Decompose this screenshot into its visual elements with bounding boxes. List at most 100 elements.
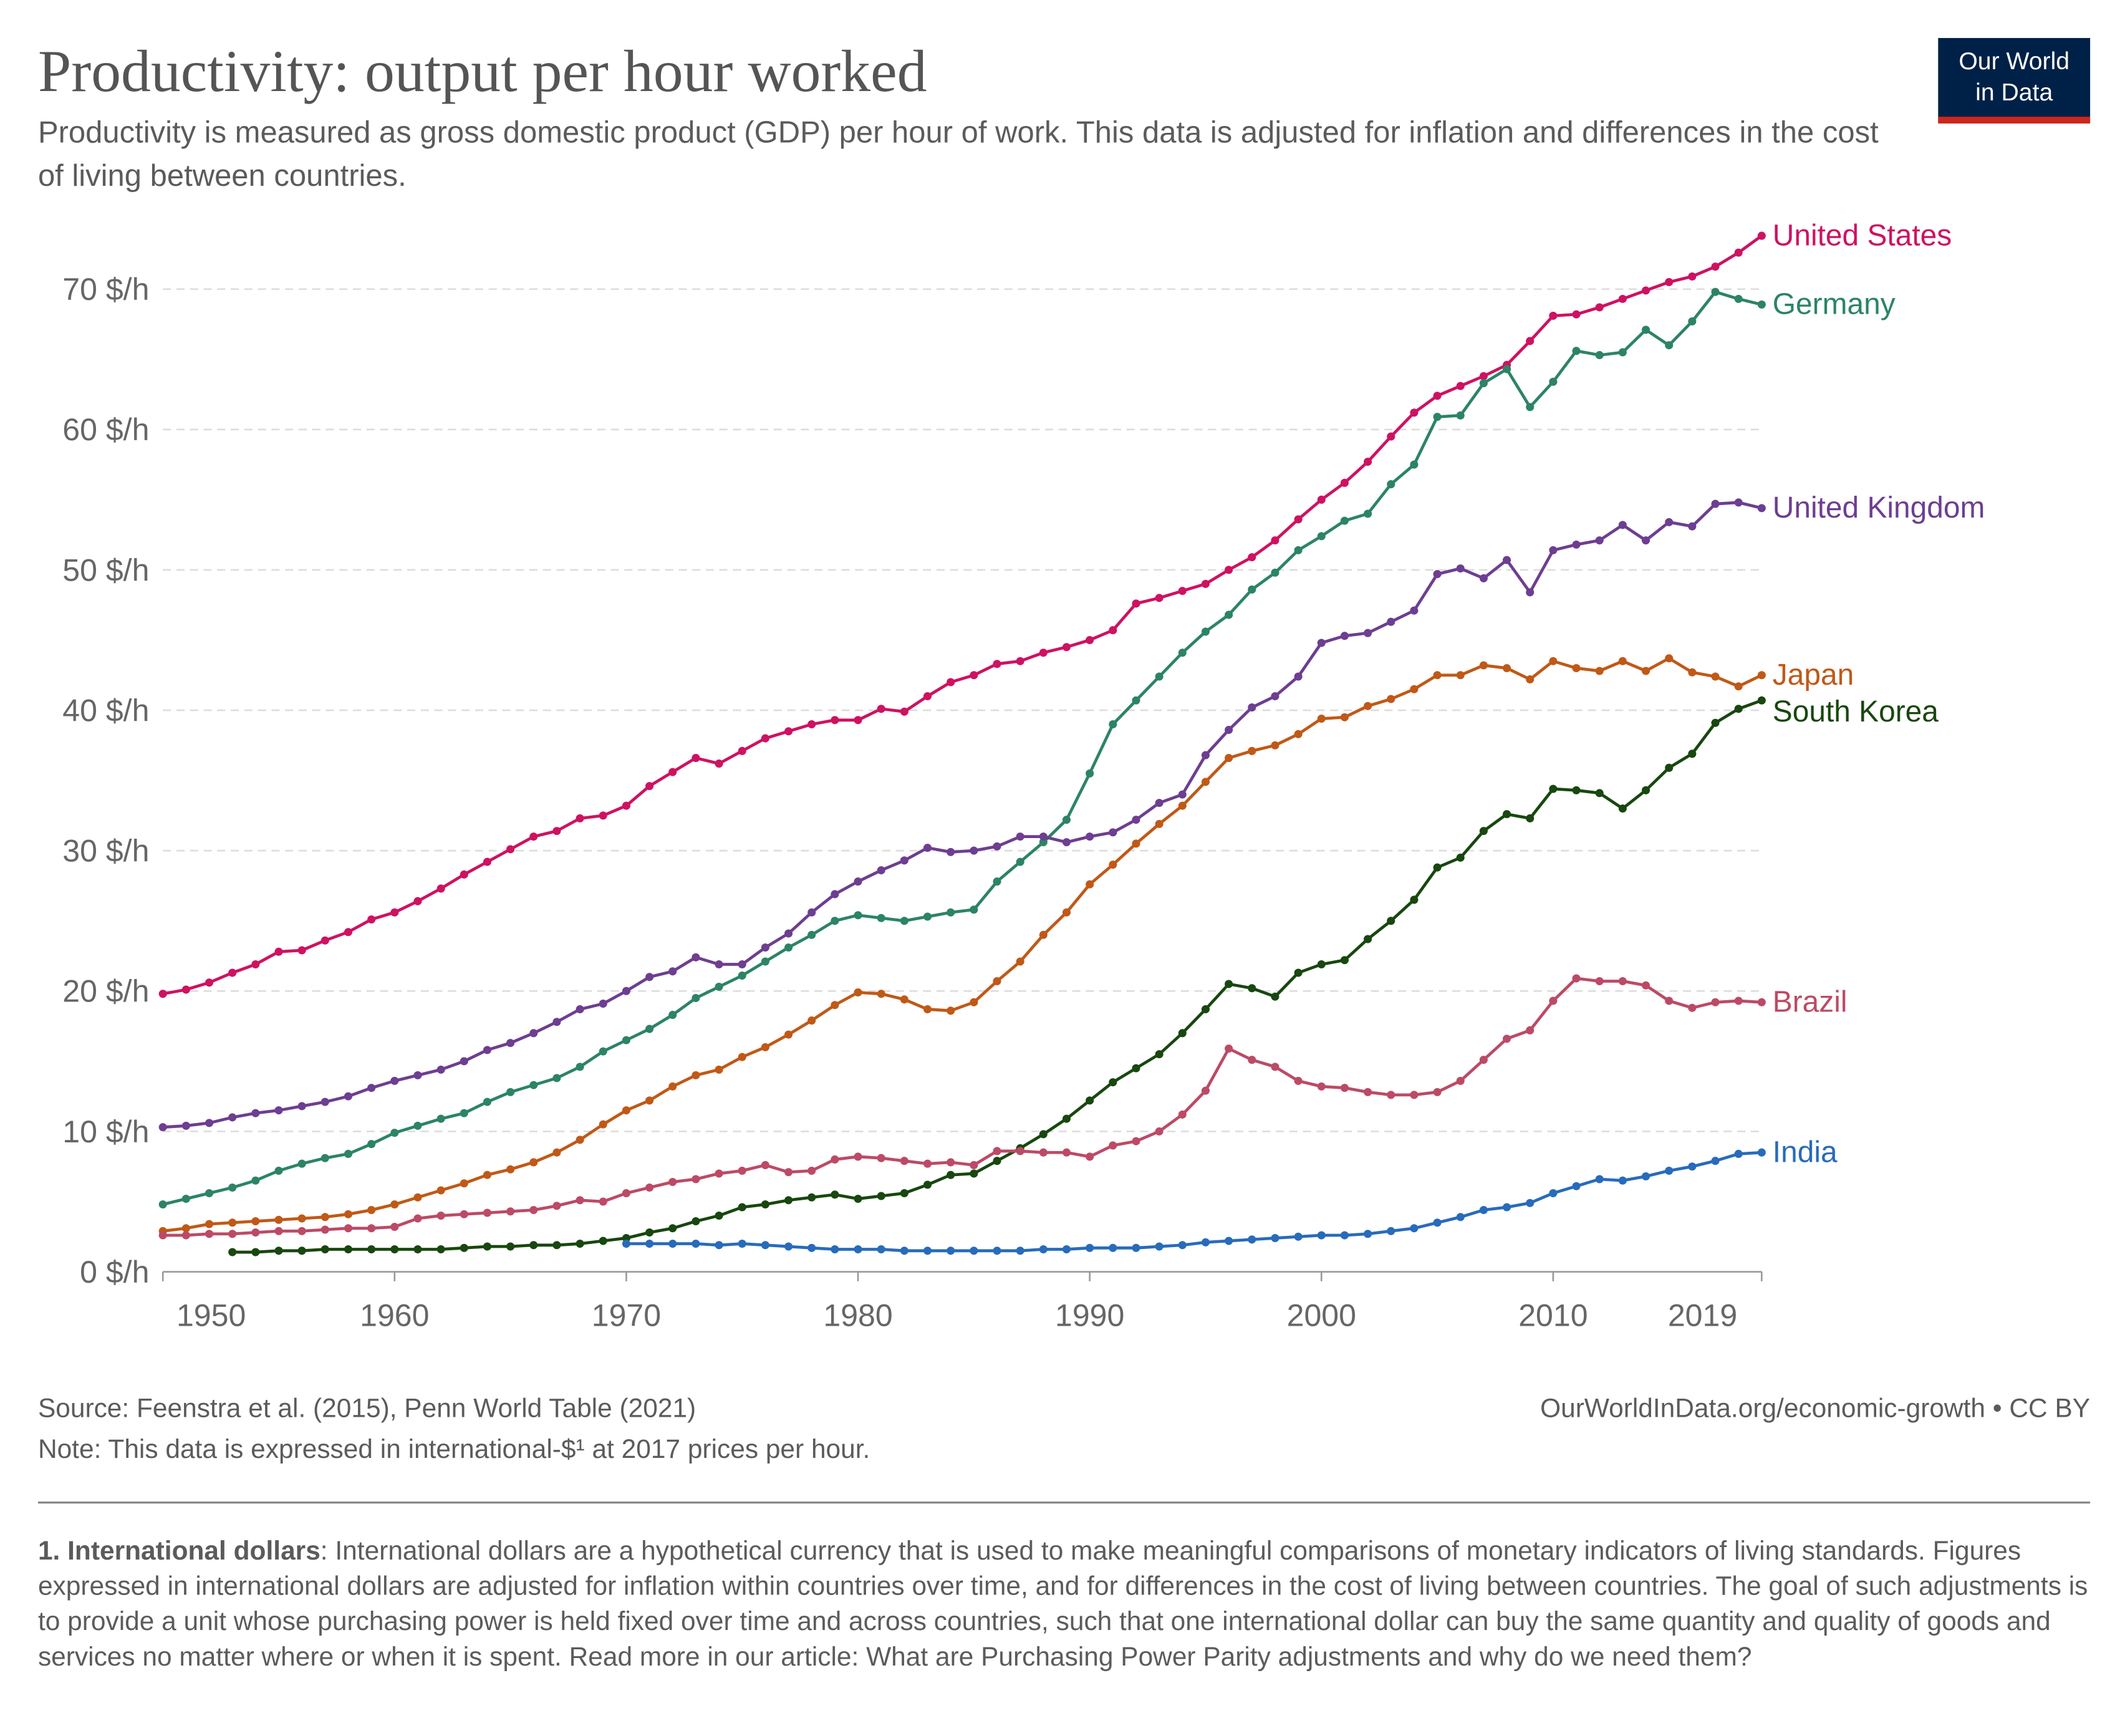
data-point [1062, 1245, 1071, 1254]
data-point [691, 953, 700, 962]
data-point [923, 1159, 932, 1168]
data-point [715, 1241, 723, 1250]
data-point [761, 943, 769, 952]
data-point [483, 1208, 491, 1217]
data-point [784, 1030, 793, 1039]
data-point [1595, 536, 1604, 545]
data-point [807, 1016, 816, 1025]
data-point [691, 1175, 700, 1184]
data-point [576, 1005, 584, 1014]
data-point [854, 988, 862, 997]
data-point [1456, 853, 1465, 862]
data-point [1757, 300, 1766, 309]
url: OurWorldInData.org/economic-growth • CC … [1540, 1393, 2090, 1422]
data-point [807, 1243, 816, 1252]
data-point [1526, 1198, 1535, 1207]
data-point [715, 1169, 723, 1178]
data-point [900, 1247, 908, 1255]
data-point [1479, 1205, 1488, 1215]
data-point [1062, 908, 1071, 917]
data-point [158, 1123, 167, 1132]
data-point [390, 1245, 399, 1254]
data-point [1039, 1130, 1048, 1139]
data-point [877, 866, 885, 875]
data-point [831, 1245, 839, 1254]
data-point [1248, 585, 1256, 594]
data-point [1734, 498, 1743, 507]
data-point [251, 1228, 260, 1237]
data-point [1294, 515, 1303, 524]
data-point [158, 1231, 167, 1240]
data-point [807, 1166, 816, 1175]
data-point [205, 1230, 214, 1238]
data-point [1549, 996, 1558, 1005]
data-point [1456, 1076, 1465, 1085]
data-point [1503, 1034, 1511, 1043]
data-point [1201, 1086, 1210, 1095]
data-point [460, 1109, 468, 1117]
data-point [1433, 1087, 1442, 1096]
data-point [529, 1241, 538, 1250]
data-point [1572, 1182, 1581, 1190]
data-point [831, 1155, 839, 1164]
data-point [251, 1217, 260, 1226]
data-point [1016, 657, 1024, 665]
data-point [1572, 786, 1581, 794]
data-point [297, 946, 306, 955]
data-point [320, 1213, 329, 1222]
data-point [506, 1242, 515, 1251]
data-point [1549, 1189, 1558, 1198]
data-point [1178, 790, 1187, 799]
data-point [436, 884, 445, 893]
data-point [436, 1065, 445, 1074]
data-point [970, 905, 978, 914]
data-point [436, 1114, 445, 1123]
data-point [274, 1106, 283, 1115]
data-point [1016, 1247, 1024, 1255]
data-point [390, 1200, 399, 1209]
data-point [622, 1240, 630, 1248]
data-point [181, 1194, 190, 1203]
data-point [1062, 1114, 1071, 1123]
data-point [1364, 1230, 1372, 1238]
data-point [228, 968, 237, 977]
data-point [715, 760, 723, 768]
data-point [1572, 663, 1581, 673]
data-point [1364, 458, 1372, 466]
data-point [599, 1197, 607, 1206]
data-point [181, 1231, 190, 1240]
data-point [320, 1097, 329, 1106]
data-point [251, 1248, 260, 1256]
data-point [900, 1157, 908, 1165]
data-point [1711, 287, 1720, 296]
data-point [599, 1120, 607, 1129]
data-point [483, 1097, 491, 1106]
data-point [1433, 671, 1442, 680]
data-point [228, 1230, 237, 1238]
data-point [1665, 341, 1674, 350]
data-point [506, 845, 515, 854]
data-point [738, 1053, 746, 1061]
data-point [1549, 657, 1558, 665]
data-point [1016, 957, 1024, 966]
data-point [1456, 564, 1465, 573]
data-point [1248, 1056, 1256, 1064]
data-point [483, 1242, 491, 1251]
data-point [1340, 478, 1349, 487]
data-point [993, 977, 1001, 986]
data-point [297, 1214, 306, 1223]
data-point [1155, 1050, 1164, 1059]
data-point [691, 1217, 700, 1226]
data-point [1248, 1235, 1256, 1244]
data-point [1387, 432, 1395, 441]
data-point [1642, 326, 1650, 334]
data-point [1642, 536, 1650, 545]
data-point [158, 990, 167, 998]
data-point [576, 1240, 584, 1248]
data-point [1109, 861, 1117, 869]
data-point [1016, 857, 1024, 866]
data-point [274, 1166, 283, 1175]
data-point [251, 960, 260, 969]
data-point [715, 960, 723, 969]
data-point [1364, 935, 1372, 943]
